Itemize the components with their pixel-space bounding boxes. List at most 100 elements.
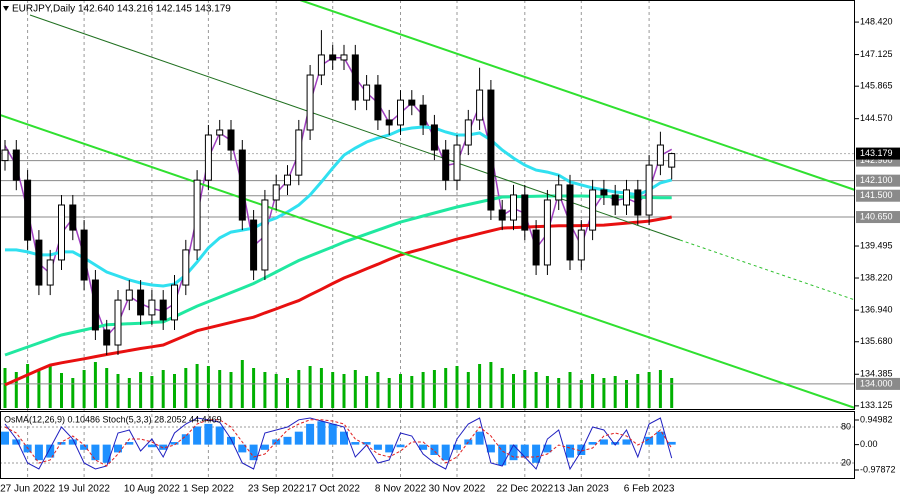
candle-body [24,179,32,241]
candle-body [600,189,608,196]
candle-body [250,219,258,271]
level-label-box [856,189,900,202]
background-layer [0,0,855,478]
osma-bar [91,444,100,461]
osma-bar [249,444,258,461]
volume-bar [60,373,63,408]
candle-body [645,164,653,216]
level-label: 142.900 [860,155,893,165]
osma-bar [475,431,484,445]
volume-bar [658,370,662,408]
osma-bar [441,444,450,461]
moving-average [4,215,672,387]
volume-bar [399,374,402,408]
osma-bar [509,444,518,461]
volume-bar [252,368,256,408]
indicator-tick-label: 0.00 [860,439,878,449]
x-tick-label: 6 Feb 2023 [624,484,675,495]
stoch-tick-label: 80 [841,421,851,431]
candle-body [464,119,472,146]
candle-body [521,194,529,231]
osma-bar [147,444,156,448]
y-tick-label: 135.680 [860,336,893,346]
osma-bar [486,444,495,453]
indicator-panel-border [0,411,855,479]
osma-bar [227,436,235,445]
volume-bar [161,370,165,408]
candle-body [498,209,506,221]
volume-bar [523,370,527,408]
chart-title: EURJPY,Daily 142.640 143.216 142.145 143… [12,4,231,15]
front-layer [1,417,676,471]
last-price-box [856,147,900,160]
osma-bar [611,442,620,445]
osma-bar [204,423,213,445]
osma-bar [125,442,134,445]
osma-bar [385,444,394,453]
volume-bar [331,372,335,408]
candle-body [114,299,122,346]
indicator-tick-label: 0.94982 [860,414,893,424]
candle-body [430,124,438,151]
y-tick-label: 148.420 [860,16,893,26]
candle-body [340,54,348,61]
osma-bar [588,442,597,445]
candle-body [216,129,224,136]
candle-body [611,194,619,206]
osma-bar [306,423,315,445]
osma-bar [193,426,202,445]
volume-bar [319,368,323,408]
volume-bar [116,374,120,408]
level-label: 141.500 [860,190,893,200]
candle-body [668,153,676,168]
osma-bar [419,444,428,450]
y-tick-label: 145.865 [860,81,893,91]
osma-bar [362,442,371,445]
volume-bar [613,376,617,408]
osma-bar [46,444,55,458]
x-tick-label: 10 Aug 2022 [124,484,181,495]
osma-bar [453,444,461,450]
osma-bar [238,444,247,453]
osma-bar [532,444,541,463]
osma-bar [328,423,337,445]
candle-body [577,229,585,261]
candle-body [103,329,111,346]
candle-body [385,119,393,126]
candle-body [363,84,371,101]
candle-body [159,299,167,321]
candle-body [476,89,484,121]
candle-body [284,174,291,186]
volume-bar [173,374,176,408]
x-tick-label: 1 Sep 2022 [183,484,235,495]
volume-bar [545,376,549,408]
channel-line [0,114,856,409]
candle-body [272,184,280,201]
candle-body [306,74,314,131]
osma-bar [80,444,89,450]
volume-bar [14,372,18,408]
stoch-line [4,417,673,471]
main-panel-border [0,0,855,410]
candle-body [329,54,337,61]
volume-bar [591,374,595,408]
volume-bar [455,366,459,408]
volume-bar [229,372,233,408]
y-tick-label: 133.125 [860,400,893,410]
candle-body [91,279,99,331]
osma-bar [272,439,281,445]
osma-bar [170,442,179,445]
level-label: 134.000 [860,378,893,388]
osma-bar [215,426,224,445]
osma-bar [599,439,608,445]
candle-body [317,54,325,76]
osma-bar [351,442,360,445]
osma-bar [102,444,111,463]
level-label-box [856,211,900,224]
x-tick-label: 19 Jul 2022 [58,484,110,495]
x-tick-label: 30 Nov 2022 [429,484,486,495]
candle-body [238,149,246,221]
volume-bar [26,364,30,408]
